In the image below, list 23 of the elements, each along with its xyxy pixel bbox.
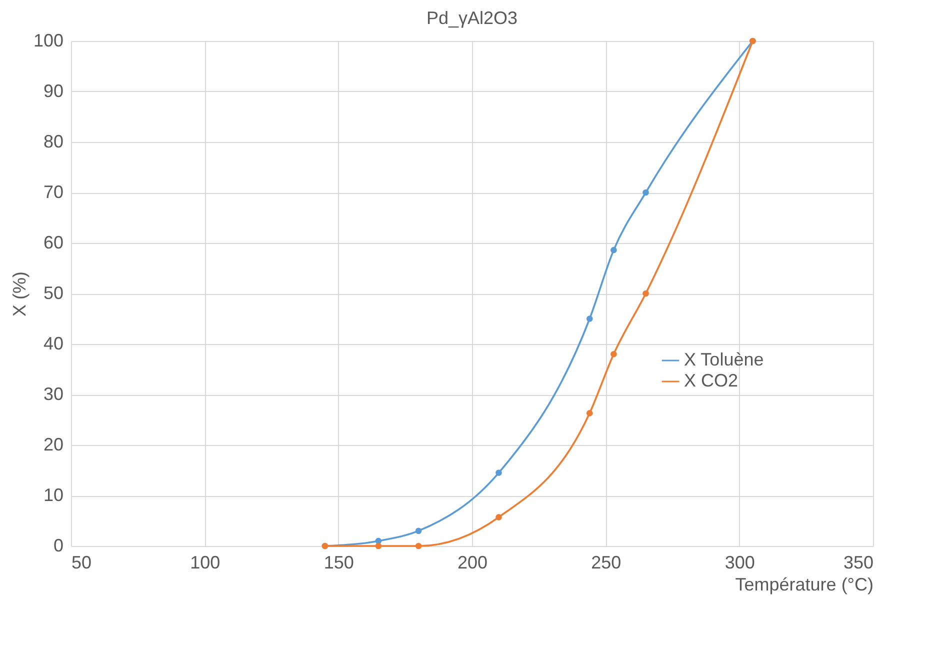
- x-tick-label: 350: [843, 552, 874, 572]
- x-tick-label: 100: [190, 552, 220, 572]
- y-tick-label: 40: [43, 334, 64, 354]
- y-tick-label: 10: [43, 485, 64, 505]
- y-tick-label: 20: [43, 434, 64, 454]
- y-tick-label: 70: [43, 182, 64, 202]
- y-axis-title: X (%): [9, 272, 30, 316]
- y-tick-label: 90: [43, 81, 64, 101]
- y-tick-label: 80: [43, 132, 64, 152]
- x-tick-label: 50: [72, 552, 92, 572]
- legend-label: X CO2: [684, 370, 738, 390]
- x-axis-title: Température (°C): [735, 574, 874, 594]
- y-tick-label: 100: [33, 30, 64, 50]
- y-tick-label: 60: [43, 232, 64, 252]
- x-tick-label: 250: [591, 552, 622, 572]
- y-tick-label: 50: [43, 283, 64, 303]
- y-tick-label: 30: [43, 384, 64, 404]
- legend-label: X Toluène: [684, 350, 764, 370]
- y-tick-label: 0: [53, 536, 64, 556]
- chart-title: Pd_γAl2O3: [426, 8, 518, 28]
- x-tick-label: 200: [457, 552, 488, 572]
- x-tick-label: 300: [724, 552, 755, 572]
- x-tick-label: 150: [324, 552, 354, 572]
